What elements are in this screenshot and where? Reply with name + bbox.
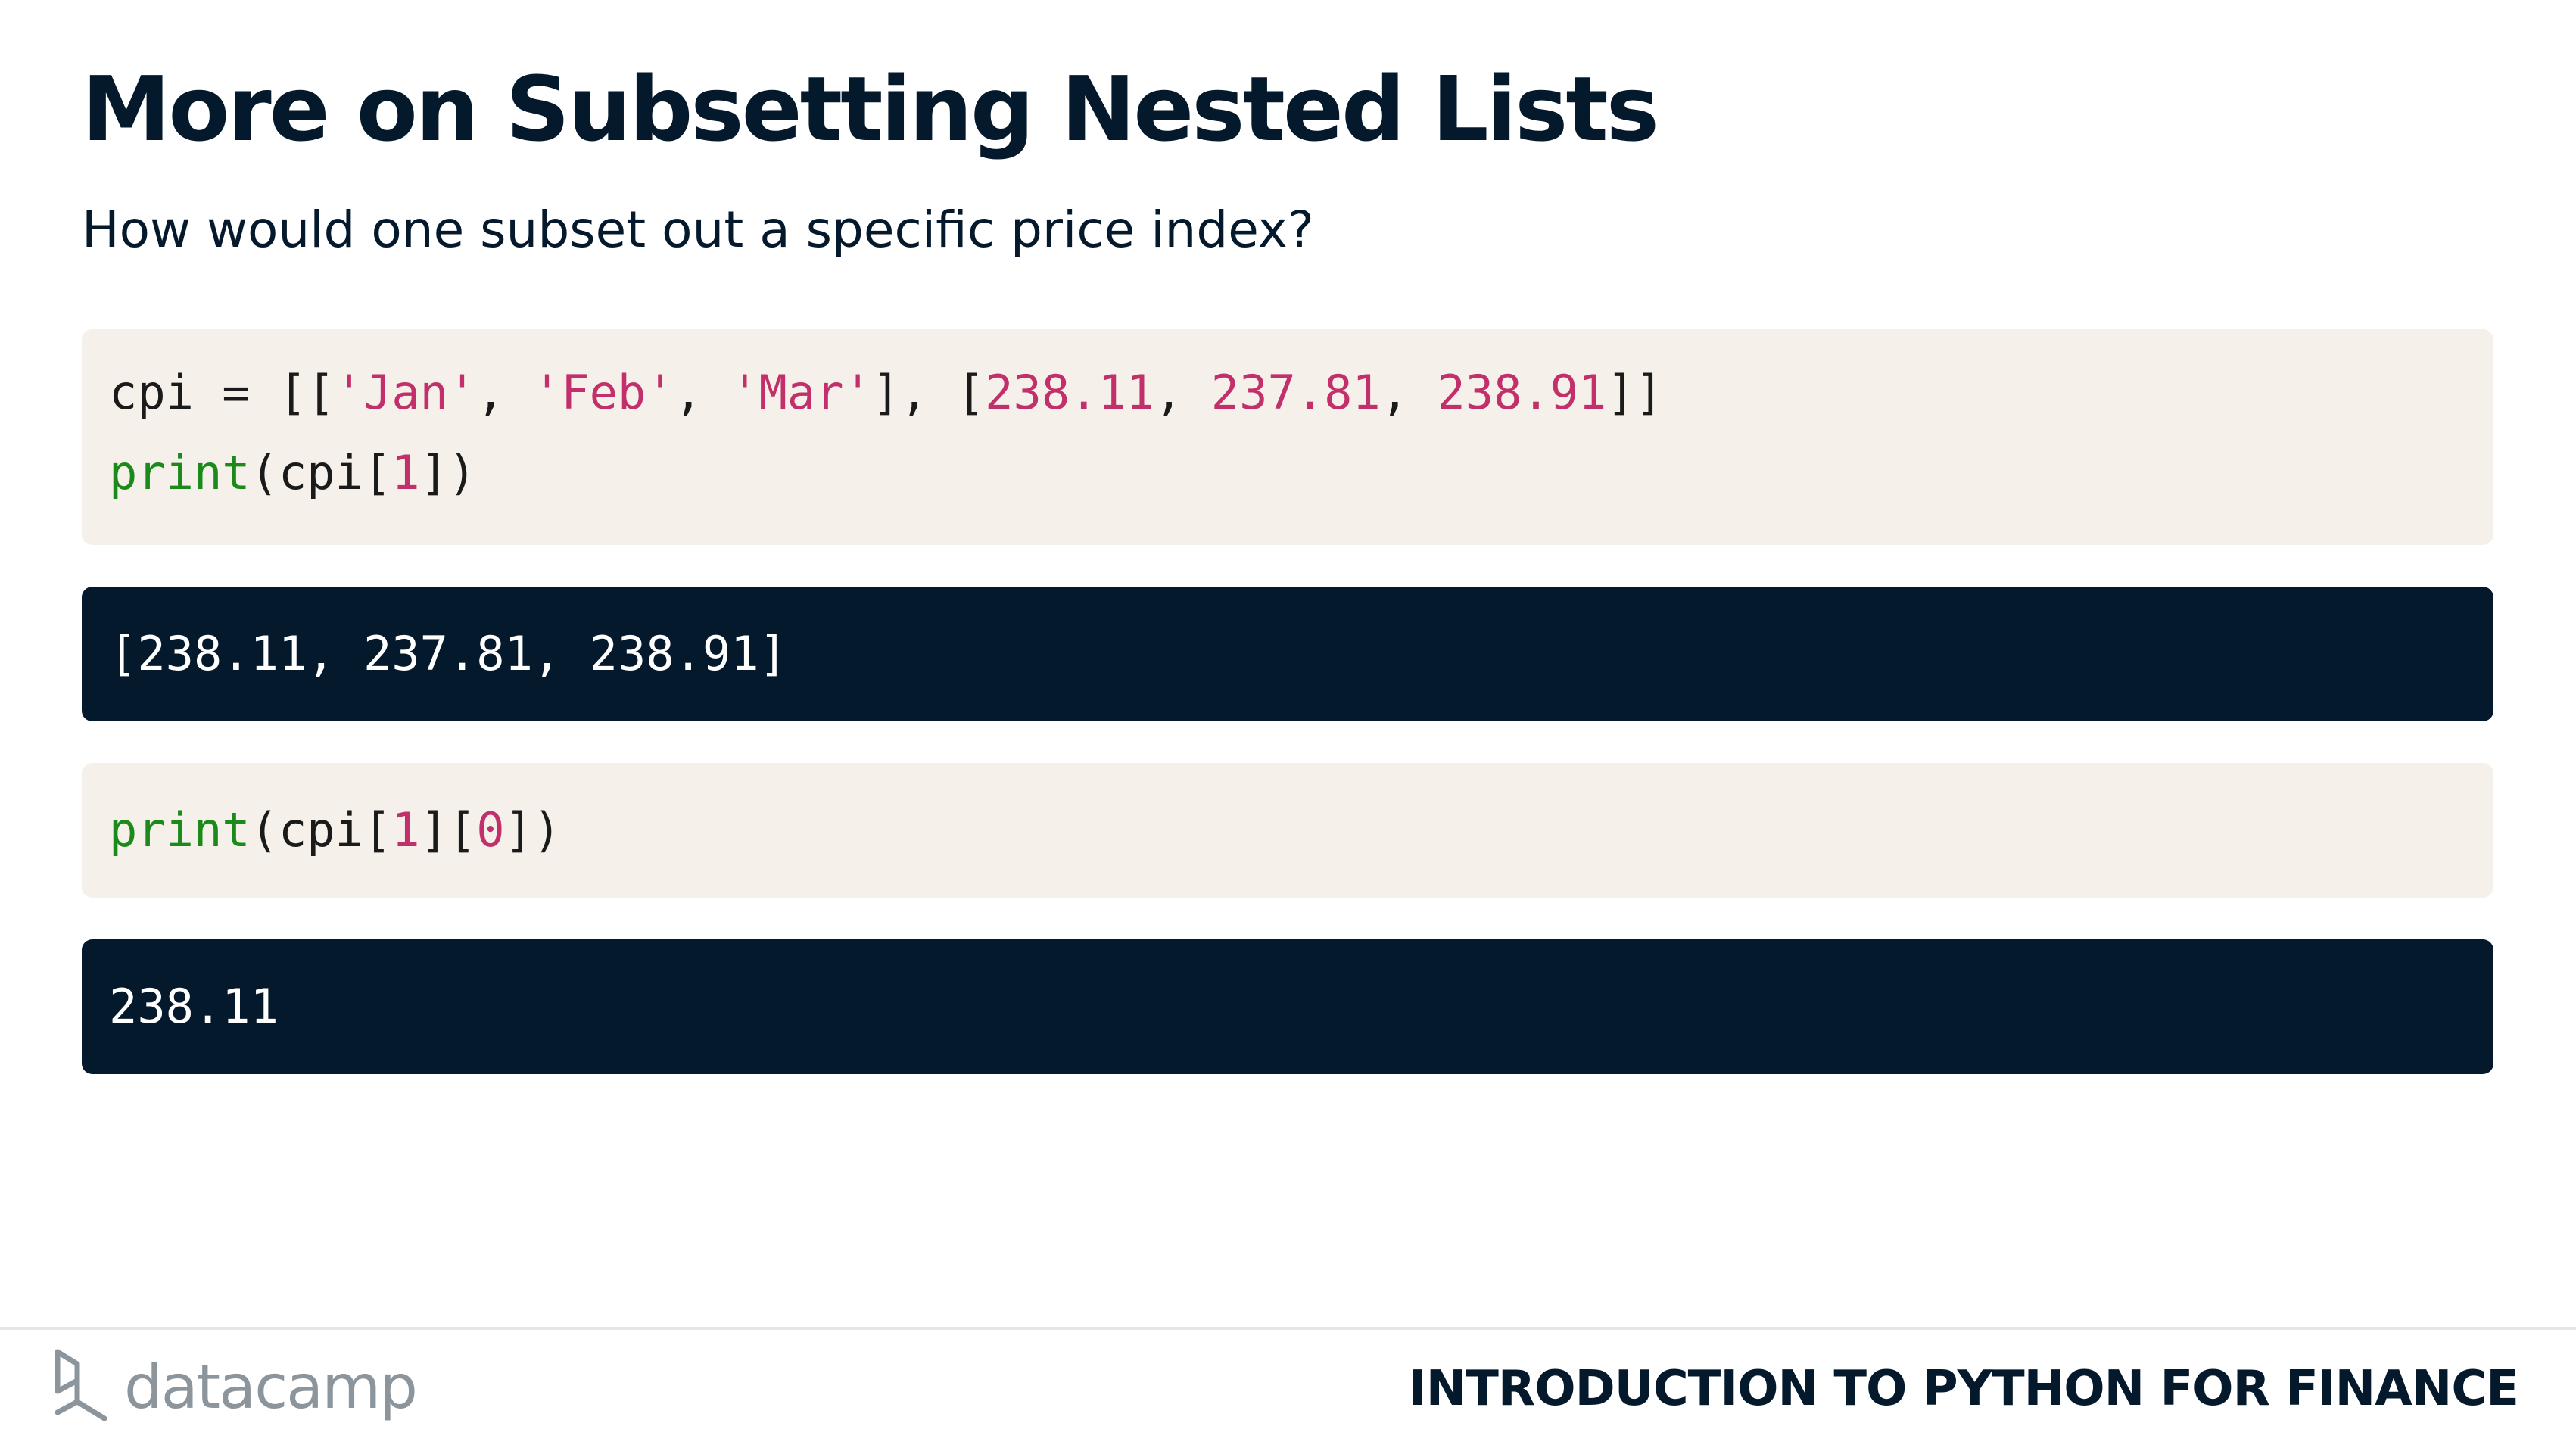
code-token-number: 1 bbox=[391, 445, 420, 500]
code-line: [238.11, 237.81, 238.91] bbox=[109, 614, 2493, 694]
code-token-plain: (cpi[ bbox=[250, 445, 392, 500]
code-token-plain: , bbox=[1154, 365, 1211, 420]
code-token-plain: ]) bbox=[504, 802, 562, 858]
code-token-keyword: print bbox=[109, 445, 251, 500]
code-input-block: print(cpi[1][0]) bbox=[82, 763, 2493, 898]
code-token-number: 238.91 bbox=[1437, 365, 1607, 420]
code-token-plain: ]] bbox=[1606, 365, 1664, 420]
code-token-number: 1 bbox=[391, 802, 420, 858]
code-token-plain: ], [ bbox=[871, 365, 986, 420]
datacamp-logo-icon bbox=[51, 1347, 111, 1426]
code-token-string: 'Jan' bbox=[335, 365, 477, 420]
code-token-string: 'Feb' bbox=[532, 365, 674, 420]
slide-title: More on Subsetting Nested Lists bbox=[82, 57, 1659, 161]
course-title: INTRODUCTION TO PYTHON FOR FINANCE bbox=[1408, 1361, 2519, 1417]
code-line: 238.11 bbox=[109, 967, 2493, 1047]
code-token-plain: , bbox=[674, 365, 731, 420]
code-line: print(cpi[1][0]) bbox=[109, 790, 2493, 870]
code-line: print(cpi[1]) bbox=[109, 433, 2493, 513]
code-input-block: cpi = [['Jan', 'Feb', 'Mar'], [238.11, 2… bbox=[82, 329, 2493, 545]
datacamp-logo-text: datacamp bbox=[124, 1351, 418, 1422]
slide-subtitle: How would one subset out a specific pric… bbox=[82, 201, 1314, 259]
code-token-plain: cpi = [[ bbox=[109, 365, 335, 420]
code-token-plain: , bbox=[476, 365, 533, 420]
datacamp-logo: datacamp bbox=[51, 1347, 418, 1426]
code-token-plain: [238.11, 237.81, 238.91] bbox=[109, 626, 787, 681]
code-token-string: 'Mar' bbox=[730, 365, 872, 420]
code-token-keyword: print bbox=[109, 802, 251, 858]
code-token-plain: ]) bbox=[419, 445, 477, 500]
code-token-plain: (cpi[ bbox=[250, 802, 392, 858]
code-line: cpi = [['Jan', 'Feb', 'Mar'], [238.11, 2… bbox=[109, 353, 2493, 433]
code-token-plain: ][ bbox=[419, 802, 477, 858]
code-token-number: 0 bbox=[476, 802, 505, 858]
code-output-block: [238.11, 237.81, 238.91] bbox=[82, 587, 2493, 721]
footer-divider bbox=[0, 1327, 2576, 1330]
code-output-block: 238.11 bbox=[82, 939, 2493, 1074]
code-token-plain: 238.11 bbox=[109, 979, 279, 1034]
code-token-number: 237.81 bbox=[1210, 365, 1381, 420]
code-token-number: 238.11 bbox=[985, 365, 1155, 420]
code-token-plain: , bbox=[1380, 365, 1438, 420]
